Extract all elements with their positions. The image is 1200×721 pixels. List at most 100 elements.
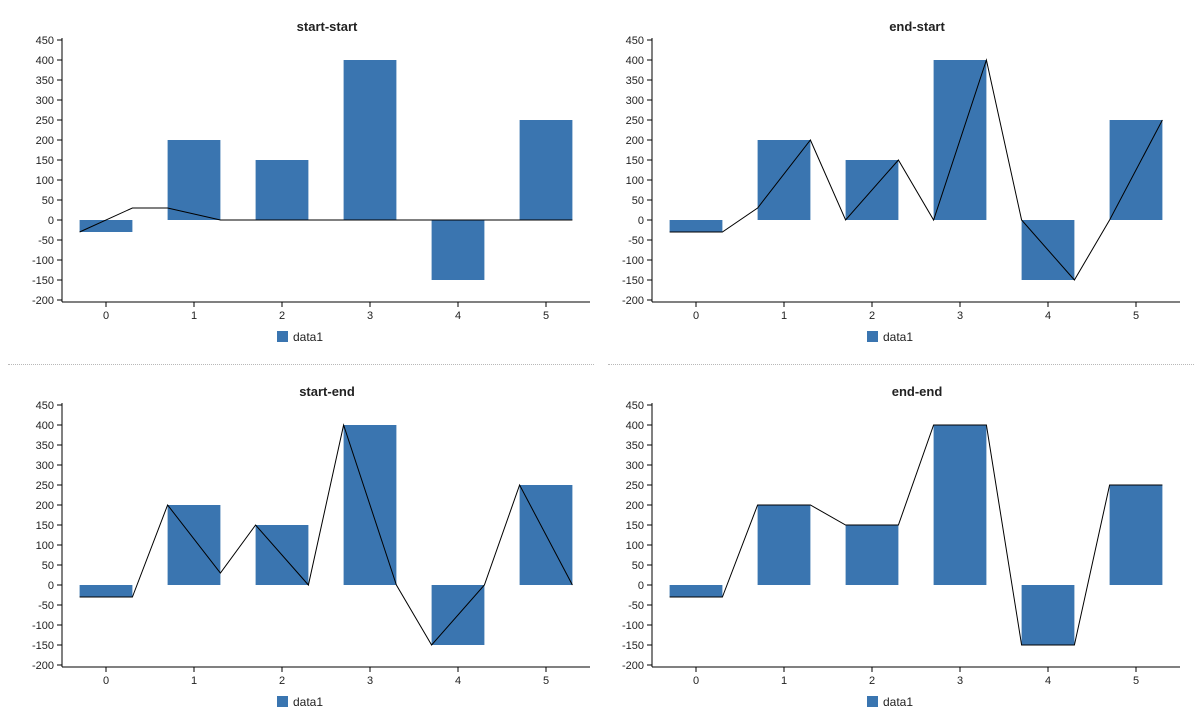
chart-end-start: end-start-200-150-100-500501001502002503… <box>622 19 1180 344</box>
x-tick-label: 2 <box>869 310 875 322</box>
y-tick-label: 350 <box>36 440 54 452</box>
y-tick-label: 300 <box>36 460 54 472</box>
legend-swatch <box>867 331 878 342</box>
chart-title: end-end <box>892 384 943 399</box>
y-tick-label: 200 <box>626 500 644 512</box>
x-tick-label: 0 <box>693 310 699 322</box>
x-tick-label: 2 <box>869 675 875 687</box>
x-tick-label: 4 <box>1045 675 1051 687</box>
y-tick-label: 450 <box>36 35 54 47</box>
y-tick-label: 400 <box>36 55 54 67</box>
chart-start-start: start-start-200-150-100-5005010015020025… <box>32 19 590 344</box>
x-tick-label: 4 <box>455 675 461 687</box>
bar-3[interactable] <box>343 60 397 220</box>
chart-title: start-start <box>297 19 358 34</box>
bar-3[interactable] <box>933 425 987 585</box>
legend-label: data1 <box>293 695 323 709</box>
bar-5[interactable] <box>519 120 573 220</box>
bar-5[interactable] <box>1109 485 1163 585</box>
legend-swatch <box>867 696 878 707</box>
y-tick-label: -200 <box>32 660 54 672</box>
y-tick-label: -100 <box>622 255 644 267</box>
y-tick-label: -50 <box>38 235 54 247</box>
y-tick-label: -50 <box>628 235 644 247</box>
x-tick-label: 2 <box>279 675 285 687</box>
bar-4[interactable] <box>1021 585 1075 645</box>
y-tick-label: 400 <box>626 420 644 432</box>
panel-divider-left <box>8 364 594 365</box>
connector-line <box>669 424 1163 646</box>
bar-4[interactable] <box>431 220 485 280</box>
bar-2[interactable] <box>255 160 309 220</box>
y-tick-label: 450 <box>36 400 54 412</box>
y-tick-label: -50 <box>628 600 644 612</box>
legend-item[interactable]: data1 <box>867 330 913 344</box>
legend-item[interactable]: data1 <box>867 695 913 709</box>
y-tick-label: -100 <box>622 620 644 632</box>
bar-1[interactable] <box>167 505 221 585</box>
bar-1[interactable] <box>757 140 811 220</box>
y-tick-label: 0 <box>48 580 54 592</box>
bar-0[interactable] <box>79 585 133 597</box>
x-tick-label: 1 <box>191 675 197 687</box>
y-tick-label: 100 <box>626 175 644 187</box>
bar-1[interactable] <box>167 140 221 220</box>
y-tick-label: 300 <box>626 95 644 107</box>
y-tick-label: -100 <box>32 620 54 632</box>
y-tick-label: 100 <box>36 540 54 552</box>
x-tick-label: 3 <box>367 310 373 322</box>
y-tick-label: 200 <box>36 500 54 512</box>
y-tick-label: 450 <box>626 35 644 47</box>
bar-0[interactable] <box>79 220 133 232</box>
y-tick-label: 0 <box>48 215 54 227</box>
x-tick-label: 3 <box>957 310 963 322</box>
y-tick-label: 150 <box>626 520 644 532</box>
x-tick-label: 0 <box>103 310 109 322</box>
panel-divider-right <box>608 364 1194 365</box>
y-tick-label: 0 <box>638 215 644 227</box>
legend-swatch <box>277 331 288 342</box>
chart-end-end: end-end-200-150-100-50050100150200250300… <box>622 384 1180 709</box>
bar-2[interactable] <box>845 525 899 585</box>
x-tick-label: 1 <box>191 310 197 322</box>
x-tick-label: 1 <box>781 675 787 687</box>
bar-0[interactable] <box>669 585 723 597</box>
x-tick-label: 0 <box>103 675 109 687</box>
y-tick-label: -200 <box>622 660 644 672</box>
x-tick-label: 5 <box>1133 675 1139 687</box>
connector-line <box>79 423 573 646</box>
y-tick-label: 150 <box>36 155 54 167</box>
bar-1[interactable] <box>757 505 811 585</box>
x-tick-label: 0 <box>693 675 699 687</box>
connector-line <box>669 58 1163 281</box>
y-tick-label: -50 <box>38 600 54 612</box>
y-tick-label: 350 <box>626 75 644 87</box>
legend-swatch <box>277 696 288 707</box>
chart-title: end-start <box>889 19 945 34</box>
y-tick-label: -150 <box>622 275 644 287</box>
chart-title: start-end <box>299 384 355 399</box>
y-tick-label: -150 <box>32 640 54 652</box>
bar-0[interactable] <box>669 220 723 232</box>
legend-label: data1 <box>883 695 913 709</box>
y-tick-label: -200 <box>622 295 644 307</box>
y-tick-label: 200 <box>36 135 54 147</box>
y-tick-label: 200 <box>626 135 644 147</box>
x-tick-label: 5 <box>1133 310 1139 322</box>
y-tick-label: 50 <box>42 560 54 572</box>
legend-item[interactable]: data1 <box>277 330 323 344</box>
x-tick-label: 4 <box>1045 310 1051 322</box>
chart-start-end: start-end-200-150-100-500501001502002503… <box>32 384 590 709</box>
y-tick-label: 250 <box>36 115 54 127</box>
connector-line <box>79 207 573 233</box>
y-tick-label: 50 <box>632 195 644 207</box>
y-tick-label: 100 <box>36 175 54 187</box>
y-tick-label: -200 <box>32 295 54 307</box>
y-tick-label: 100 <box>626 540 644 552</box>
y-tick-label: 350 <box>36 75 54 87</box>
x-tick-label: 3 <box>367 675 373 687</box>
legend-item[interactable]: data1 <box>277 695 323 709</box>
x-tick-label: 2 <box>279 310 285 322</box>
y-tick-label: 250 <box>626 480 644 492</box>
